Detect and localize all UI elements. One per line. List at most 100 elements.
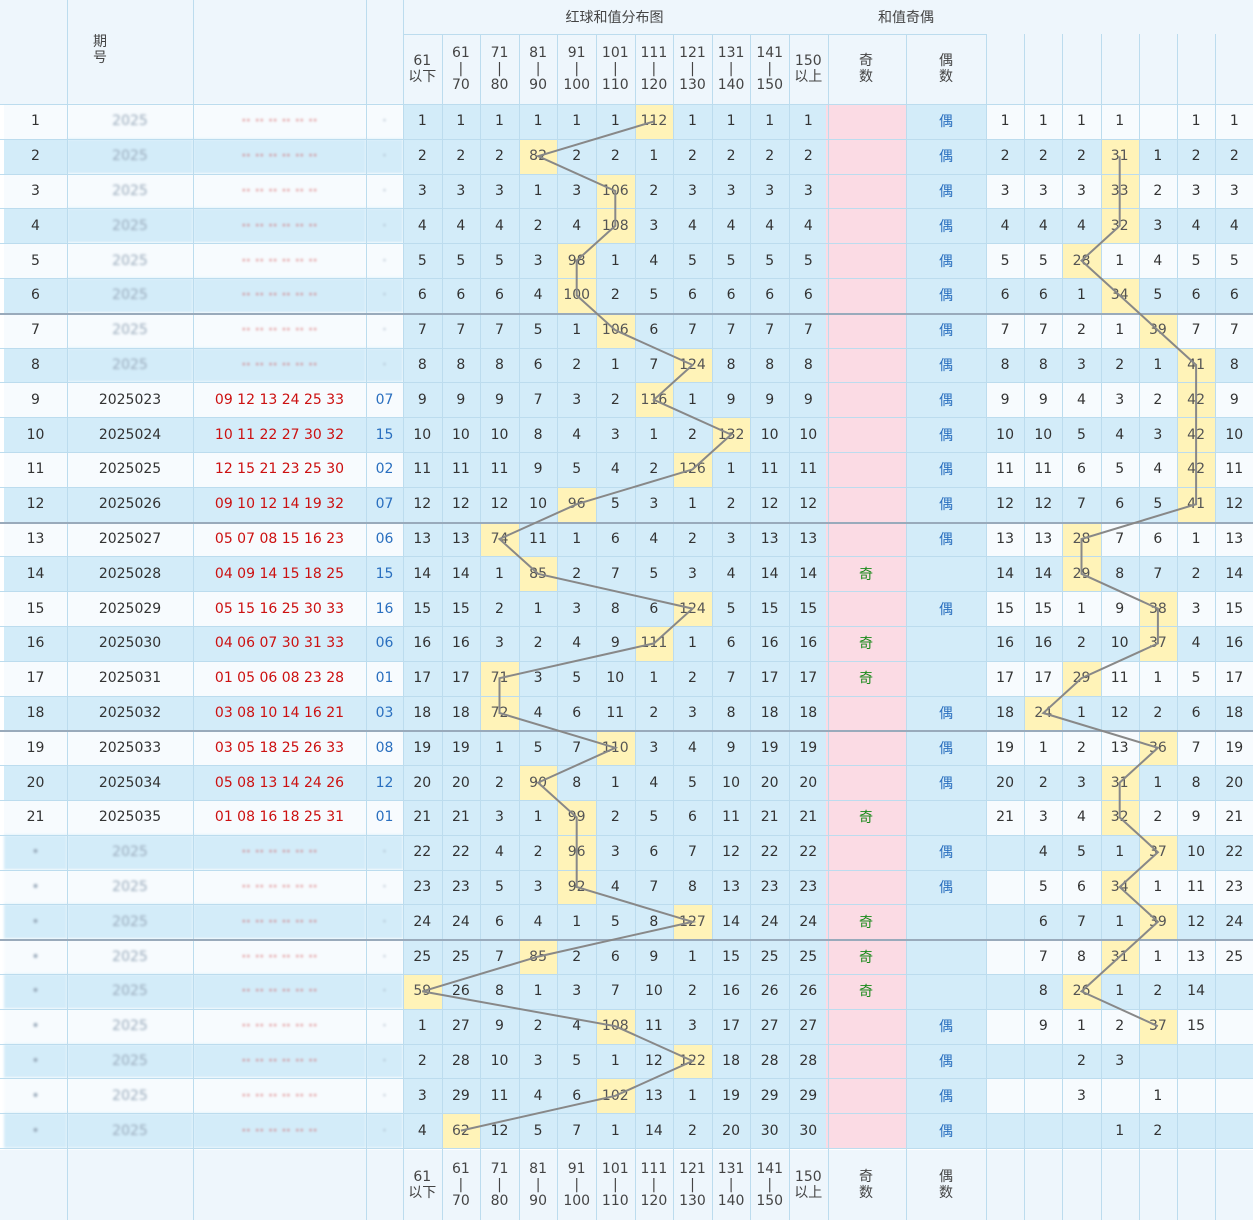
sum-hit-cell: 100 <box>557 278 596 313</box>
tail-cell: 1 <box>1138 1078 1177 1114</box>
tail-cell: 15 <box>1215 591 1253 626</box>
tail-cell: 9 <box>1215 382 1253 418</box>
odd-cell <box>826 521 906 557</box>
period-cell: 2025 <box>67 243 193 278</box>
tail-cell: 9 <box>1177 800 1216 835</box>
row-number: 2 <box>4 138 67 174</box>
tail-cell: 3 <box>1138 208 1177 244</box>
sum-miss-cell: 3 <box>441 173 481 209</box>
sum-miss-cell: 8 <box>789 347 828 383</box>
row-number: 1 <box>4 104 67 139</box>
odd-cell <box>826 1008 906 1044</box>
even-cell <box>906 660 986 696</box>
blue-ball-cell: · <box>366 869 403 905</box>
odd-cell: 奇 <box>826 800 906 835</box>
tail-cell: 15 <box>1024 591 1063 626</box>
tail-cell: 21 <box>1215 800 1253 835</box>
odd-cell: 奇 <box>826 660 906 696</box>
sum-miss-cell: 4 <box>634 765 674 800</box>
tail-cell: 1 <box>1138 138 1177 174</box>
sum-miss-cell: 3 <box>634 730 674 766</box>
sum-miss-cell: 14 <box>711 904 751 940</box>
red-balls-cell: ·· ·· ·· ·· ·· ·· <box>193 869 366 905</box>
sum-miss-cell: 10 <box>480 1043 519 1079</box>
tail-cell: 12 <box>1215 486 1253 522</box>
red-balls-cell: ·· ·· ·· ·· ·· ·· <box>193 208 366 244</box>
blue-ball-cell: · <box>366 1043 403 1079</box>
sum-miss-cell: 9 <box>711 730 751 766</box>
period-cell: 2025029 <box>67 591 193 626</box>
row-number: • <box>4 834 67 870</box>
odd-cell <box>826 1043 906 1079</box>
sum-miss-cell: 12 <box>403 486 442 522</box>
sum-miss-cell: 4 <box>711 208 751 244</box>
blue-ball-cell: · <box>366 208 403 244</box>
period-cell: 2025027 <box>67 521 193 557</box>
tail-cell: 5 <box>1062 834 1101 870</box>
sum-miss-cell: 12 <box>441 486 481 522</box>
period-cell: 2025 <box>67 1113 193 1148</box>
odd-cell <box>826 695 906 731</box>
tail-cell: 1 <box>1100 904 1139 940</box>
odd-cell <box>826 278 906 313</box>
tail-cell: 7 <box>986 312 1025 348</box>
sum-miss-cell: 22 <box>750 834 789 870</box>
grid-line <box>366 0 367 1220</box>
grid-line <box>789 34 790 1220</box>
sum-miss-cell: 18 <box>750 695 789 731</box>
sum-miss-cell: 1 <box>673 486 712 522</box>
even-cell: 偶 <box>906 695 986 731</box>
sum-hit-cell: 85 <box>518 556 558 592</box>
sum-miss-cell: 27 <box>441 1008 481 1044</box>
sum-miss-cell: 3 <box>673 173 712 209</box>
sum-miss-cell: 10 <box>634 974 674 1009</box>
row-number: 17 <box>4 660 67 696</box>
grid-line <box>711 34 713 1220</box>
sum-hit-cell: 98 <box>557 243 596 278</box>
sum-miss-cell: 2 <box>634 452 674 487</box>
sum-miss-cell: 30 <box>750 1113 789 1148</box>
tail-hit-cell: 39 <box>1138 904 1177 940</box>
even-cell: 偶 <box>906 173 986 209</box>
sum-miss-cell: 8 <box>596 591 635 626</box>
grid-line <box>0 695 1253 697</box>
tail-cell: 7 <box>1138 556 1177 592</box>
even-cell: 偶 <box>906 591 986 626</box>
blue-ball-cell: 12 <box>366 765 403 800</box>
sum-hit-cell: 71 <box>480 660 519 696</box>
sum-miss-cell: 17 <box>441 660 481 696</box>
grid-line <box>0 765 1253 767</box>
sum-miss-cell: 23 <box>441 869 481 905</box>
sum-miss-cell: 30 <box>789 1113 828 1148</box>
even-cell: 偶 <box>906 138 986 174</box>
sum-miss-cell: 1 <box>557 904 596 940</box>
tail-cell: 20 <box>986 765 1025 800</box>
tail-cell: 14 <box>1215 556 1253 592</box>
sum-miss-cell: 24 <box>403 904 442 940</box>
sum-miss-cell: 19 <box>403 730 442 766</box>
sum-miss-cell: 4 <box>596 869 635 905</box>
tail-cell: 4 <box>1024 834 1063 870</box>
sum-miss-cell: 1 <box>673 104 712 139</box>
grid-line <box>1215 34 1217 1220</box>
bottom-range-1: 61 | 70 <box>441 1150 481 1220</box>
tail-cell <box>1177 1113 1216 1148</box>
sum-miss-cell: 16 <box>789 626 828 661</box>
tail-cell: 1 <box>986 104 1025 139</box>
tail-cell: 8 <box>986 347 1025 383</box>
sum-miss-cell: 13 <box>634 1078 674 1114</box>
group-separator <box>0 521 1253 524</box>
grid-line <box>0 834 1253 836</box>
tail-cell: 3 <box>1062 347 1101 383</box>
sum-miss-cell: 4 <box>634 521 674 557</box>
sum-miss-cell: 25 <box>403 939 442 974</box>
tail-cell: 1 <box>1100 312 1139 348</box>
bottom-range-8: 131 | 140 <box>711 1150 751 1220</box>
sum-miss-cell: 6 <box>634 834 674 870</box>
odd-cell: 奇 <box>826 626 906 661</box>
odd-cell <box>826 243 906 278</box>
top-range-9: 141 | 150 <box>750 34 789 104</box>
sum-miss-cell: 4 <box>673 208 712 244</box>
sum-miss-cell: 7 <box>518 382 558 418</box>
sum-miss-cell: 1 <box>711 452 751 487</box>
